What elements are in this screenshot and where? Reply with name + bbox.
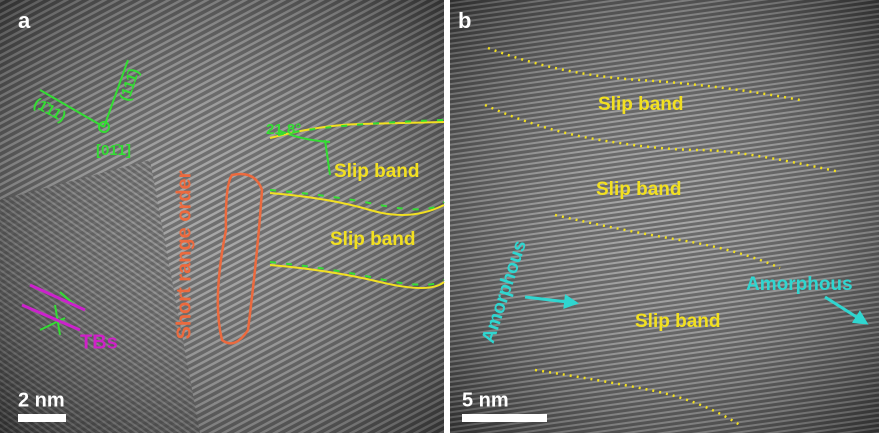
panel-b: b 5 nm Slip band Slip band Slip band Amo… (450, 0, 879, 433)
scale-bar-label: 5 nm (462, 389, 509, 411)
slip-band-label: Slip band (596, 179, 682, 200)
panel-label: a (18, 8, 31, 33)
panel-label: b (458, 8, 471, 33)
direction-label: [01̄1] (96, 142, 131, 159)
tbs-label: TBs (80, 331, 118, 353)
scale-bar-label: 2 nm (18, 389, 65, 411)
slip-band-label: Slip band (334, 161, 420, 182)
slip-band-label: Slip band (330, 229, 416, 250)
amorphous-label: Amorphous (746, 274, 853, 295)
figure: a 2 nm (1̄11) (111̄) [01̄1] 21.8° Slip b… (0, 0, 879, 433)
slip-band-label: Slip band (635, 311, 721, 332)
panel-a: a 2 nm (1̄11) (111̄) [01̄1] 21.8° Slip b… (0, 0, 444, 433)
short-range-order-label: Short range order (173, 170, 195, 339)
angle-label: 21.8° (266, 121, 301, 138)
slip-band-label: Slip band (598, 94, 684, 115)
